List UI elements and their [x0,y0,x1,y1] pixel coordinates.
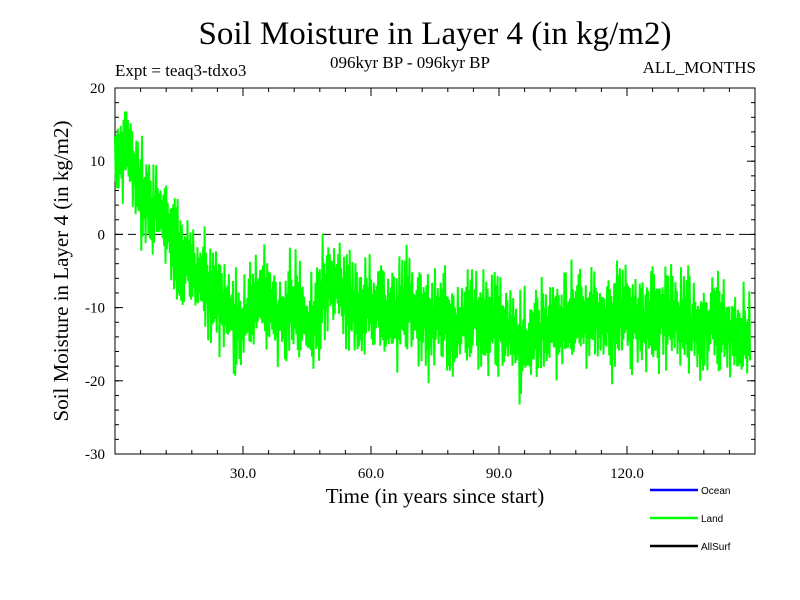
y-tick-label: 20 [90,81,105,97]
x-axis-label: Time (in years since start) [326,484,545,508]
legend: Ocean Land AllSurf [650,486,731,553]
legend-label-land: Land [701,514,723,525]
y-tick-label: -20 [85,374,105,390]
x-tick-label: 30.0 [230,466,256,482]
x-tick-label: 120.0 [610,466,644,482]
chart-title: Soil Moisture in Layer 4 (in kg/m2) [198,16,672,52]
legend-label-ocean: Ocean [701,486,730,497]
y-tick-label: 0 [98,227,106,243]
legend-label-allsurf: AllSurf [701,542,731,553]
x-tick-label: 90.0 [486,466,512,482]
y-tick-label: 10 [90,154,105,170]
y-tick-label: -30 [85,447,105,463]
y-tick-label: -10 [85,301,105,317]
series-line-land [114,111,751,405]
y-axis-label: Soil Moisture in Layer 4 (in kg/m2) [49,121,73,422]
x-tick-label: 60.0 [358,466,384,482]
period-label: 096kyr BP - 096kyr BP [330,53,490,72]
experiment-label: Expt = teaq3-tdxo3 [115,61,247,80]
plot-frame [114,87,756,455]
months-label: ALL_MONTHS [642,58,756,77]
